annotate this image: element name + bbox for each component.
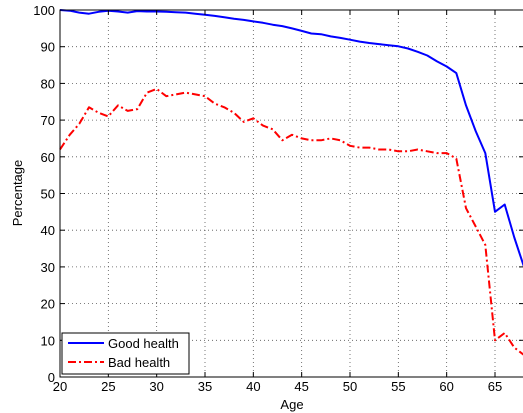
y-tick-labels: 0 10 20 30 40 50 60 70 80 90 100: [33, 3, 55, 385]
y-axis-label: Percentage: [10, 160, 25, 227]
y-tick-label: 60: [41, 150, 55, 165]
x-tick-label: 50: [343, 379, 357, 394]
legend-box: [61, 332, 190, 375]
y-tick-label: 30: [41, 260, 55, 275]
x-tick-label: 55: [391, 379, 405, 394]
legend-label-good-health: Good health: [108, 336, 179, 351]
y-tick-label: 70: [41, 113, 55, 128]
y-tick-label: 50: [41, 187, 55, 202]
x-tick-label: 25: [101, 379, 115, 394]
grid: [60, 10, 523, 377]
series-lines: [59, 9, 523, 356]
x-tick-label: 60: [439, 379, 453, 394]
series-line-good-health: [59, 9, 523, 268]
x-axis-label: Age: [280, 397, 303, 412]
legend: Good health Bad health: [61, 332, 190, 375]
x-tick-labels: 20 25 30 35 40 45 50 55 60 65: [53, 379, 502, 394]
y-tick-label: 0: [48, 370, 55, 385]
x-tick-label: 45: [294, 379, 308, 394]
x-tick-label: 40: [246, 379, 260, 394]
x-tick-label: 65: [488, 379, 502, 394]
x-tick-label: 35: [198, 379, 212, 394]
legend-label-bad-health: Bad health: [108, 355, 170, 370]
y-tick-label: 40: [41, 223, 55, 238]
x-tick-label: 30: [149, 379, 163, 394]
y-tick-label: 80: [41, 76, 55, 91]
axis-ticks: [59, 9, 523, 378]
y-tick-label: 20: [41, 297, 55, 312]
y-tick-label: 100: [33, 3, 55, 18]
x-tick-label: 20: [53, 379, 67, 394]
y-tick-label: 10: [41, 333, 55, 348]
series-line-bad-health: [59, 87, 523, 356]
plot-background: [60, 10, 523, 377]
y-tick-label: 90: [41, 40, 55, 55]
